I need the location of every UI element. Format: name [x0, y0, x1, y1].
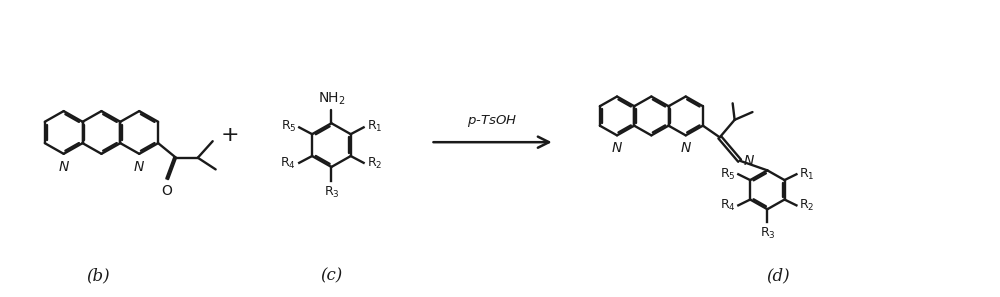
Text: (d): (d): [766, 268, 789, 285]
Text: R$_3$: R$_3$: [324, 184, 339, 200]
Text: +: +: [221, 125, 240, 145]
Text: NH$_2$: NH$_2$: [318, 90, 345, 107]
Text: (c): (c): [320, 268, 343, 285]
Text: R$_1$: R$_1$: [367, 119, 382, 134]
Text: R$_4$: R$_4$: [720, 198, 735, 213]
Text: R$_2$: R$_2$: [799, 198, 815, 213]
Text: N: N: [612, 141, 622, 155]
Text: R$_2$: R$_2$: [367, 156, 382, 171]
Text: R$_4$: R$_4$: [280, 156, 296, 171]
Text: R$_5$: R$_5$: [281, 119, 296, 134]
Text: $p$-TsOH: $p$-TsOH: [467, 113, 518, 129]
Text: R$_3$: R$_3$: [760, 226, 775, 241]
Text: (b): (b): [87, 268, 110, 285]
Text: N: N: [58, 160, 69, 174]
Text: O: O: [162, 184, 172, 198]
Text: N: N: [681, 141, 691, 155]
Text: R$_5$: R$_5$: [720, 167, 735, 182]
Text: N: N: [744, 154, 754, 168]
Text: N: N: [134, 160, 144, 174]
Text: R$_1$: R$_1$: [799, 167, 815, 182]
